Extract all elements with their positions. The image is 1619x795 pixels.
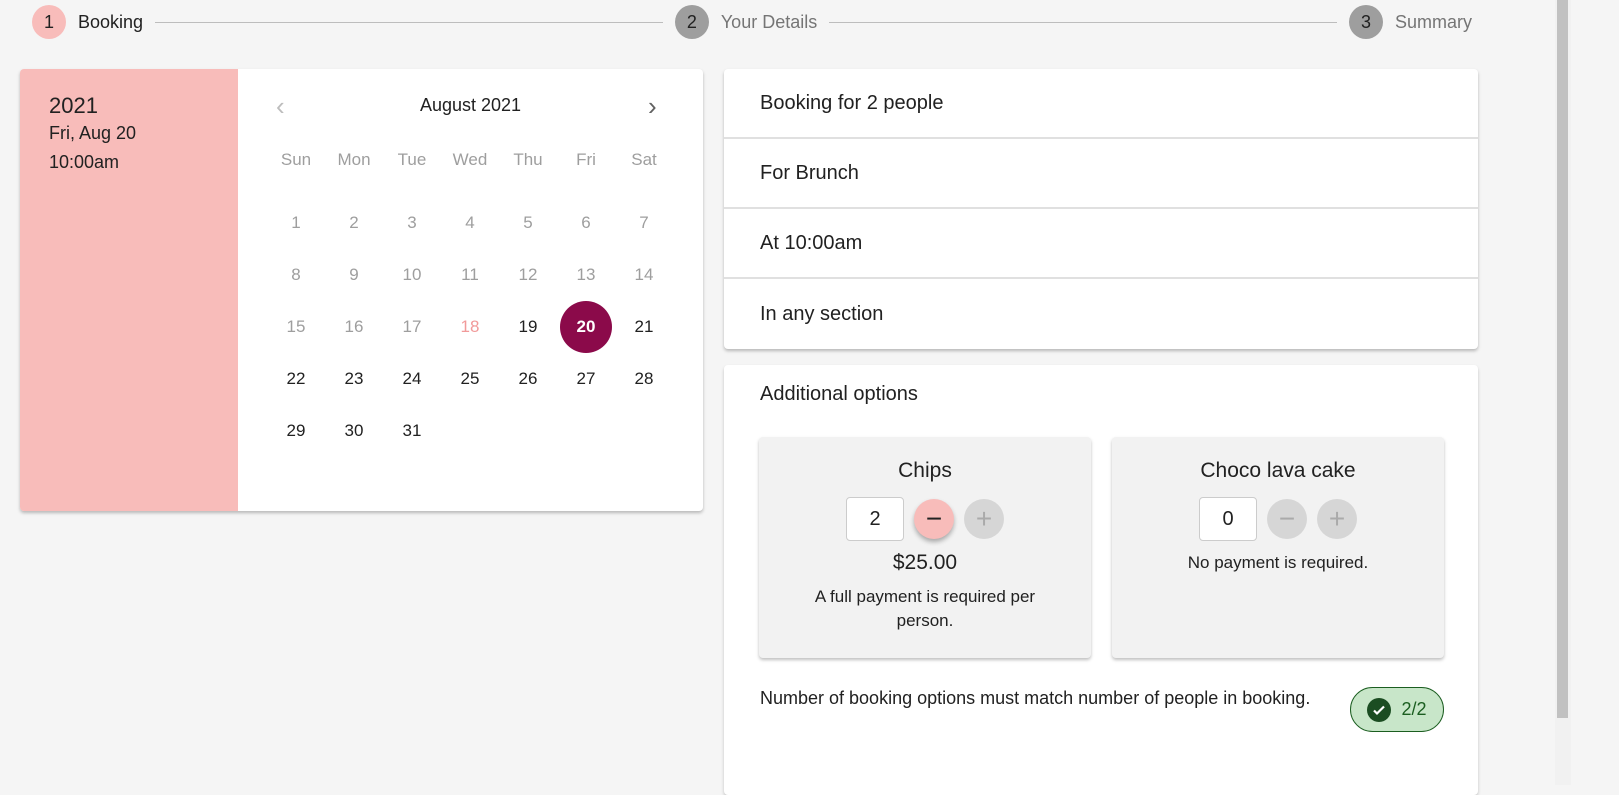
calendar-day: 3 [407,213,417,232]
step-booking[interactable]: 1 Booking [32,5,143,39]
month-label: August 2021 [419,95,522,115]
weekday-label: Sun [280,150,312,169]
calendar-day: 12 [518,265,538,284]
selected-date[interactable]: Fri, Aug 20 [49,123,137,143]
stepper: 1 Booking 2 Your Details 3 Summary [32,4,1472,40]
calendar-day: 14 [634,265,654,284]
step-label: Summary [1394,11,1472,32]
calendar-day: 15 [286,317,306,336]
chevron-right-icon[interactable]: › [648,91,657,121]
minus-icon: − [925,503,943,534]
options-rule-text: Number of booking options must match num… [760,688,1311,708]
calendar-day[interactable]: 29 [286,421,306,440]
step-label: Your Details [720,11,818,32]
quantity-input[interactable]: 2 [846,497,904,541]
calendar-day[interactable]: 20 [557,301,615,353]
option-card-choco-lava-cake: Choco lava cake 0 − + No payment is requ… [1112,437,1444,658]
step-your-details[interactable]: 2 Your Details [674,5,818,39]
quantity-input[interactable]: 0 [1199,497,1257,541]
badge-count: 2/2 [1401,699,1427,719]
weekday-label: Tue [397,150,427,169]
step-number: 2 [674,5,709,39]
step-connector [155,21,663,23]
calendar-day[interactable]: 19 [518,317,538,336]
info-people[interactable]: Booking for 2 people [724,69,1478,139]
step-connector [829,21,1337,23]
step-label: Booking [78,11,144,32]
booking-info: Booking for 2 people For Brunch At 10:00… [724,69,1478,349]
decrement-button[interactable]: − [1267,499,1307,539]
additional-options: Additional options Chips 2 − + $25.00 A … [724,365,1478,795]
plus-icon: + [975,503,993,534]
calendar-day: 17 [402,317,422,336]
calendar-day[interactable]: 31 [402,421,422,440]
calendar-day: 9 [349,265,359,284]
calendar-day: 8 [291,265,301,284]
calendar-day[interactable]: 22 [286,369,306,388]
info-meal[interactable]: For Brunch [724,139,1478,209]
calendar-day: 2 [349,213,359,232]
scrollbar-thumb[interactable] [1557,0,1568,718]
option-note: A full payment is required per person. [814,587,1036,630]
date-picker: 2021 Fri, Aug 20 10:00am ‹ August 2021 ›… [20,69,703,511]
calendar-day: 4 [465,213,475,232]
option-card-chips: Chips 2 − + $25.00 A full payment is req… [759,437,1091,658]
option-name: Choco lava cake [1200,459,1356,482]
option-note: No payment is required. [1187,553,1369,572]
calendar-day: 13 [576,265,596,284]
calendar-day[interactable]: 27 [576,369,596,388]
calendar-day: 11 [461,265,479,284]
check-circle-icon [1367,697,1392,722]
step-number: 1 [32,5,66,39]
chevron-left-icon[interactable]: ‹ [276,91,285,121]
calendar-day: 1 [291,213,301,232]
calendar-day[interactable]: 28 [634,369,654,388]
weekday-label: Sat [631,150,657,169]
options-title: Additional options [760,383,918,405]
weekday-label: Wed [452,150,488,169]
weekday-label: Fri [576,150,596,169]
option-price: $25.00 [892,551,958,574]
plus-icon: + [1328,503,1346,534]
decrement-button[interactable]: − [914,499,954,539]
selected-time: 10:00am [49,152,120,172]
options-count-badge: 2/2 [1350,687,1444,732]
calendar-day: 18 [460,317,480,336]
increment-button[interactable]: + [1317,499,1357,539]
step-number: 3 [1348,5,1383,39]
calendar-day: 6 [581,213,591,232]
minus-icon: − [1278,503,1296,534]
calendar-day: 10 [402,265,422,284]
option-name: Chips [898,459,952,482]
info-time[interactable]: At 10:00am [724,209,1478,279]
date-picker-header: 2021 Fri, Aug 20 10:00am [20,69,238,511]
calendar-day[interactable]: 24 [402,369,422,388]
increment-button[interactable]: + [964,499,1004,539]
calendar-day: 5 [523,213,533,232]
weekday-label: Thu [513,150,543,169]
selected-year[interactable]: 2021 [49,93,98,118]
calendar-day[interactable]: 30 [344,421,364,440]
calendar-day[interactable]: 25 [460,369,480,388]
calendar-grid: Sun Mon Tue Wed Thu Fri Sat 1 2 3 4 5 6 7 8 9 10 11 12 13 14… [267,145,673,457]
calendar-day[interactable]: 26 [518,369,538,388]
calendar-day[interactable]: 21 [634,317,654,336]
calendar-day: 7 [639,213,649,232]
step-summary[interactable]: 3 Summary [1348,5,1472,39]
info-section[interactable]: In any section [760,302,884,325]
weekday-label: Mon [337,150,371,169]
calendar-day[interactable]: 23 [344,369,364,388]
calendar-day: 16 [344,317,364,336]
